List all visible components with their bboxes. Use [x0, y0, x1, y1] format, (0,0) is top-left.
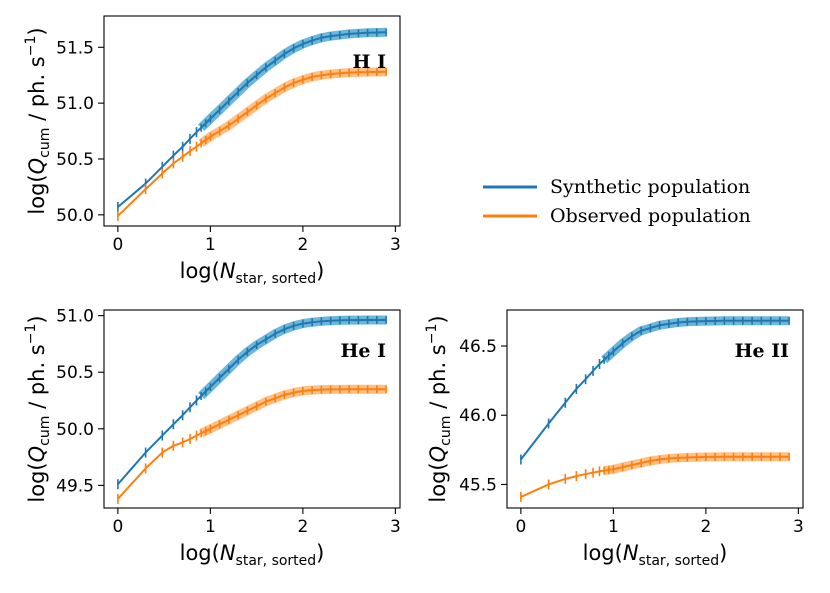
panel-he-i: 0 1 2 3 49.5 50.0 50.5 51.0 He I log(Nstar, sor… — [23, 307, 401, 569]
plot-area — [117, 315, 387, 504]
x-tick-label: 0 — [112, 235, 123, 255]
y-tick-label: 49.5 — [56, 476, 94, 496]
plot-area — [520, 316, 790, 502]
y-axis-label: log(Qcum / ph. s−1) — [23, 27, 53, 214]
x-tick-label: 2 — [297, 517, 308, 537]
x-tick-label: 2 — [700, 517, 711, 537]
legend: Synthetic population Observed population — [483, 176, 751, 227]
series-line — [117, 70, 387, 217]
ticks: 0 1 2 3 50.0 50.5 51.0 51.5 — [56, 38, 401, 255]
y-tick-label: 46.0 — [459, 406, 497, 426]
y-axis-label: log(Qcum / ph. s−1) — [424, 315, 454, 502]
series-line — [520, 319, 790, 461]
y-tick-label: 45.5 — [459, 475, 497, 495]
series-line — [117, 31, 387, 208]
y-axis-label: log(Qcum / ph. s−1) — [23, 315, 53, 502]
axes-frame — [103, 15, 401, 227]
x-tick-label: 1 — [608, 517, 619, 537]
panel-h-i: 0 1 2 3 50.0 50.5 51.0 51.5 H I log(Nstar, sort… — [23, 15, 401, 287]
x-axis-label: log(Nstar, sorted) — [180, 259, 325, 287]
x-tick-label: 0 — [515, 517, 526, 537]
panel-label: He II — [735, 340, 790, 362]
axes-frame — [103, 309, 401, 509]
x-tick-label: 1 — [205, 517, 216, 537]
x-tick-label: 2 — [297, 235, 308, 255]
axes-frame — [506, 309, 804, 509]
x-tick-label: 3 — [793, 517, 804, 537]
plot-area — [117, 27, 387, 221]
panel-label: H I — [353, 51, 387, 73]
x-axis-label: log(Nstar, sorted) — [180, 541, 325, 569]
series-line — [117, 318, 387, 485]
y-tick-label: 51.0 — [56, 307, 94, 327]
ticks: 0 1 2 3 45.5 46.0 46.5 — [459, 337, 804, 537]
y-tick-label: 50.5 — [56, 150, 94, 170]
y-tick-label: 51.0 — [56, 94, 94, 114]
panel-label: He I — [340, 340, 386, 362]
x-tick-label: 0 — [112, 517, 123, 537]
x-tick-label: 3 — [390, 235, 401, 255]
y-tick-label: 50.5 — [56, 363, 94, 383]
y-tick-label: 50.0 — [56, 420, 94, 440]
legend-label-synthetic: Synthetic population — [550, 176, 750, 198]
x-tick-label: 1 — [205, 235, 216, 255]
series-line — [117, 388, 387, 500]
series-line — [520, 455, 790, 498]
x-tick-label: 3 — [390, 517, 401, 537]
legend-label-observed: Observed population — [550, 205, 751, 227]
panel-he-ii: 0 1 2 3 45.5 46.0 46.5 He II log(Nstar, sorted… — [424, 309, 804, 569]
y-tick-label: 46.5 — [459, 337, 497, 357]
x-axis-label: log(Nstar, sorted) — [583, 541, 728, 569]
ticks: 0 1 2 3 49.5 50.0 50.5 51.0 — [56, 307, 401, 537]
y-tick-label: 51.5 — [56, 38, 94, 58]
y-tick-label: 50.0 — [56, 206, 94, 226]
